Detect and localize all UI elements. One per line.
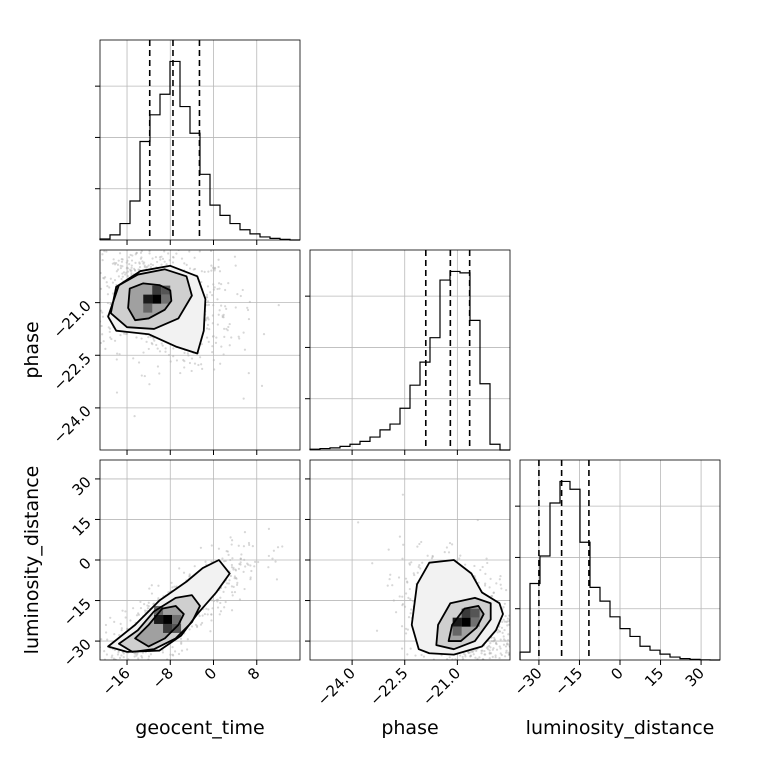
tick-label-x-phase-2: −21.0 bbox=[419, 664, 464, 709]
tick-label-x-geocent_time-3: 8 bbox=[244, 664, 263, 683]
contour-line-luminosity_distance_vs_geocent_time-1 bbox=[118, 594, 201, 653]
density-cell-phase_vs_geocent_time-3 bbox=[161, 285, 171, 295]
tick-label-x-phase-0: −24.0 bbox=[314, 664, 359, 709]
labels-layer: geocent_time phase luminosity_distance p… bbox=[21, 321, 714, 739]
x-axis-label-luminosity-distance: luminosity_distance bbox=[526, 717, 715, 739]
density-cell-phase_vs_geocent_time-5 bbox=[161, 294, 171, 304]
tick-label-x-luminosity_distance-2: 0 bbox=[607, 664, 626, 683]
x-axis-label-geocent-time: geocent_time bbox=[135, 717, 264, 739]
panel-luminosity_distance_vs_phase bbox=[310, 460, 510, 660]
tick-label-x-geocent_time-0: −16 bbox=[99, 664, 134, 699]
density-cell-luminosity_distance_vs_phase-0 bbox=[452, 617, 462, 627]
hist-line-phase bbox=[309, 270, 510, 451]
density-cell-phase_vs_geocent_time-1 bbox=[152, 285, 162, 295]
tick-label-x-luminosity_distance-1: −15 bbox=[551, 664, 586, 699]
panel-phase_vs_geocent_time bbox=[100, 250, 300, 450]
contour-line-luminosity_distance_vs_phase-1 bbox=[435, 596, 492, 651]
tick-label-y-phase-0: −24.0 bbox=[50, 402, 95, 447]
frame-phase_vs_geocent_time bbox=[99, 249, 301, 451]
contour-line-phase_vs_geocent_time-2 bbox=[107, 264, 207, 355]
density-cell-luminosity_distance_vs_geocent_time-4 bbox=[154, 605, 164, 615]
tick-label-x-geocent_time-1: −8 bbox=[149, 664, 177, 692]
contour-line-phase_vs_geocent_time-0 bbox=[127, 282, 173, 322]
density-cell-luminosity_distance_vs_phase-2 bbox=[461, 617, 471, 627]
tick-label-y-luminosity_distance-1: −15 bbox=[60, 595, 95, 630]
contour-line-phase_vs_geocent_time-1 bbox=[109, 268, 193, 330]
density-cell-luminosity_distance_vs_geocent_time-3 bbox=[172, 623, 182, 633]
tick-label-x-luminosity_distance-4: 30 bbox=[682, 664, 708, 690]
density-cell-phase_vs_geocent_time-2 bbox=[152, 294, 162, 304]
density-cell-luminosity_distance_vs_phase-1 bbox=[461, 608, 471, 618]
hist-panel-geocent_time bbox=[95, 40, 300, 241]
tick-label-x-phase-1: −22.5 bbox=[366, 664, 411, 709]
density-cell-luminosity_distance_vs_geocent_time-5 bbox=[172, 614, 182, 624]
density-cell-luminosity_distance_vs_geocent_time-1 bbox=[163, 623, 173, 633]
hist-line-luminosity_distance bbox=[519, 480, 720, 661]
tick-label-x-geocent_time-2: 0 bbox=[201, 664, 220, 683]
hist-panel-luminosity_distance bbox=[515, 460, 720, 661]
density-cell-luminosity_distance_vs_phase-4 bbox=[452, 626, 462, 636]
tick-label-y-luminosity_distance-0: −30 bbox=[60, 635, 95, 670]
tick-label-y-luminosity_distance-4: 30 bbox=[69, 473, 95, 499]
panel-luminosity_distance_vs_geocent_time bbox=[100, 460, 300, 660]
density-cell-luminosity_distance_vs_geocent_time-2 bbox=[163, 614, 173, 624]
y-axis-label-luminosity-distance: luminosity_distance bbox=[21, 466, 43, 655]
y-axis-label-phase: phase bbox=[21, 321, 43, 378]
tick-label-y-luminosity_distance-2: 0 bbox=[75, 554, 94, 573]
panels-layer: −30 −15 0 15 30−24.0−22.5−21.0−16 −8 0 8−30−150… bbox=[50, 39, 721, 709]
density-cell-luminosity_distance_vs_phase-5 bbox=[470, 617, 480, 627]
density-cell-luminosity_distance_vs_phase-3 bbox=[470, 608, 480, 618]
contour-line-luminosity_distance_vs_geocent_time-2 bbox=[107, 559, 231, 653]
tick-label-x-luminosity_distance-3: 15 bbox=[641, 664, 667, 690]
panel-content-luminosity_distance_vs_geocent_time bbox=[100, 527, 284, 660]
hist-frame-phase bbox=[309, 249, 511, 451]
tick-label-y-phase-1: −22.5 bbox=[50, 349, 95, 394]
tick-label-x-luminosity_distance-0: −30 bbox=[511, 664, 546, 699]
x-axis-label-phase: phase bbox=[381, 717, 438, 739]
contour-line-luminosity_distance_vs_phase-2 bbox=[410, 559, 504, 656]
panel-content-luminosity_distance_vs_phase bbox=[357, 493, 510, 660]
contour-line-luminosity_distance_vs_geocent_time-0 bbox=[134, 605, 185, 648]
density-cell-phase_vs_geocent_time-4 bbox=[143, 303, 153, 313]
tick-label-y-phase-2: −21.0 bbox=[50, 297, 95, 342]
density-cell-phase_vs_geocent_time-0 bbox=[143, 294, 153, 304]
density-cell-luminosity_distance_vs_geocent_time-0 bbox=[154, 614, 164, 624]
contour-line-luminosity_distance_vs_phase-0 bbox=[447, 605, 485, 642]
panel-content-phase_vs_geocent_time bbox=[100, 250, 280, 418]
tick-label-y-luminosity_distance-3: 15 bbox=[69, 514, 95, 540]
hist-panel-phase bbox=[305, 250, 510, 451]
hist-frame-geocent_time bbox=[99, 39, 301, 241]
